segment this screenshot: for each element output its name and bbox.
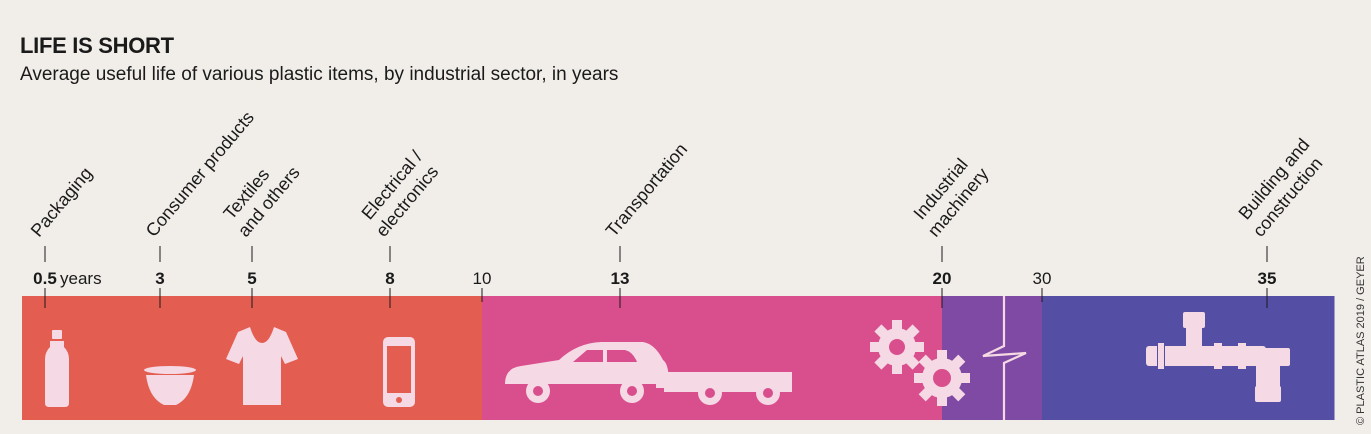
value-label-1: 3	[155, 269, 164, 288]
phone-icon	[383, 337, 415, 407]
category-label-3: Electrical /electronics	[357, 147, 442, 241]
bowl-icon	[144, 366, 196, 405]
unit-label: years	[60, 269, 102, 288]
value-label-0: 0.5	[33, 269, 57, 288]
category-label-4: Transportation	[602, 139, 692, 240]
bar-layer	[22, 296, 1335, 420]
category-label-line: Packaging	[27, 163, 96, 240]
value-label-5: 20	[933, 269, 952, 288]
axis-break-icon	[982, 296, 1027, 420]
category-label-0: Packaging	[27, 163, 96, 240]
icon-layer	[45, 312, 1290, 407]
value-label-2: 5	[247, 269, 256, 288]
scale-tick-label-30: 30	[1033, 269, 1052, 288]
scale-tick-label-10: 10	[473, 269, 492, 288]
value-label-6: 35	[1258, 269, 1277, 288]
car-trailer-icon	[505, 342, 792, 405]
bottle-icon	[45, 330, 69, 407]
tick-layer: 10 300.5 years 3 5 8 13 20 35	[33, 246, 1276, 308]
chart-subtitle: Average useful life of various plastic i…	[20, 64, 619, 85]
pipes-icon	[1146, 312, 1290, 402]
category-label-line: Transportation	[602, 139, 692, 240]
value-label-4: 13	[611, 269, 630, 288]
chart-title: LIFE IS SHORT	[20, 33, 174, 58]
tshirt-icon	[226, 327, 298, 405]
gears-icon	[870, 320, 970, 406]
value-label-3: 8	[385, 269, 394, 288]
